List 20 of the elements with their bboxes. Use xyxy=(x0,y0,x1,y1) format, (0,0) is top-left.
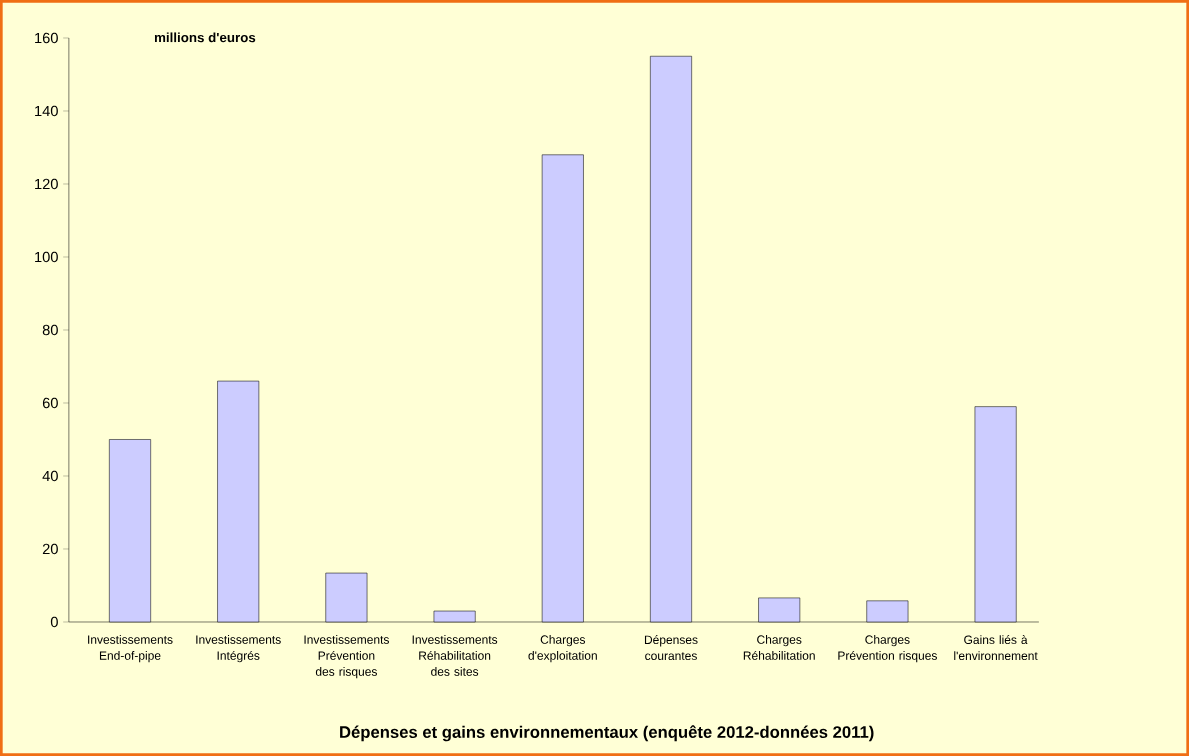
text: Dépenses et gains environnementaux (enquête 2012-données 2011) xyxy=(340,725,874,742)
y-tick-label: 40 xyxy=(42,470,58,482)
x-tick-label: Gains liés à l'environnement xyxy=(954,635,1038,661)
y-tick-label: 140 xyxy=(35,105,58,117)
y-tick-label: 160 xyxy=(35,32,58,44)
y-tick-label: 80 xyxy=(42,324,58,336)
y-tick-label: 120 xyxy=(35,178,58,190)
y-axis-title: millions d'euros xyxy=(154,32,256,43)
x-tick-label: Investissements End-of-pipe xyxy=(88,635,173,663)
y-tick-label: 20 xyxy=(42,543,58,555)
x-tick-label: Charges Prévention risques xyxy=(838,635,937,663)
y-tick-label: 100 xyxy=(35,251,58,263)
x-tick-label: Charges Réhabilitation xyxy=(743,635,815,660)
x-tick-label: Investissements Réhabilitation des sites xyxy=(412,635,498,676)
x-tick-label: Investissements Intégrés xyxy=(196,635,281,663)
y-tick-label: 0 xyxy=(50,616,58,628)
x-tick-label: Dépenses courantes xyxy=(644,635,698,661)
x-tick-label: Charges d'exploitation xyxy=(528,635,597,663)
y-tick-label: 60 xyxy=(42,397,58,409)
x-tick-label: Investissements Prévention des risques xyxy=(304,635,389,679)
